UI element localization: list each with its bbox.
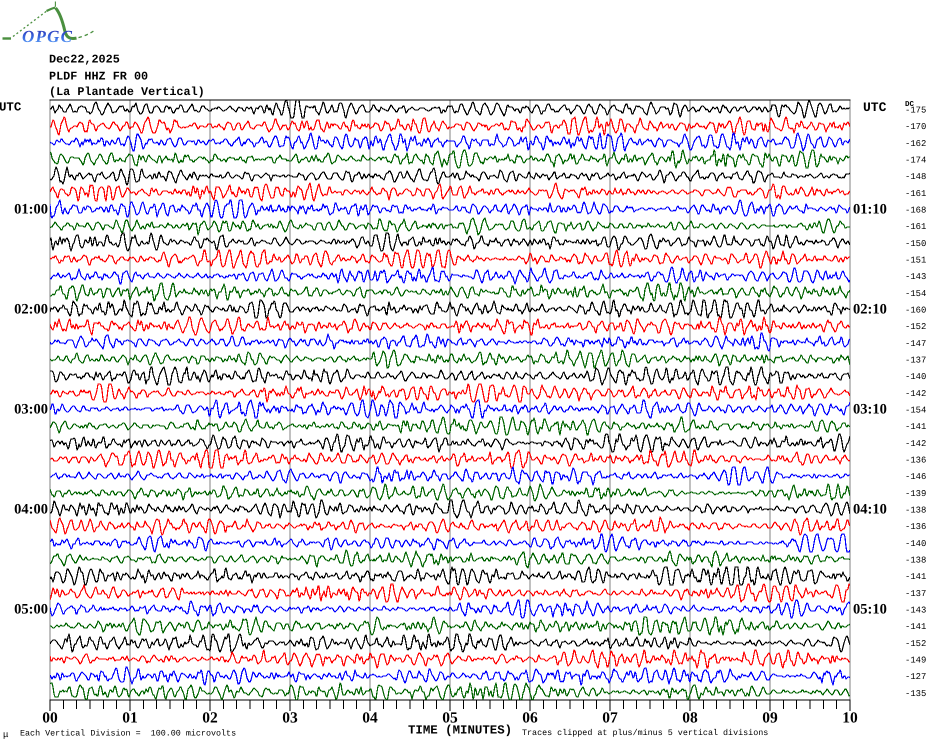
svg-text:UTC: UTC [863,100,887,115]
svg-text:01: 01 [122,710,138,727]
svg-text:-160: -160 [905,306,926,316]
svg-text:Dec22,2025: Dec22,2025 [49,53,120,67]
svg-text:-137: -137 [905,356,926,366]
svg-text:-162: -162 [905,139,926,149]
svg-text:-152: -152 [905,639,926,649]
svg-text:-150: -150 [905,239,926,249]
svg-text:-142: -142 [905,439,926,449]
svg-text:-135: -135 [905,689,926,699]
svg-text:-161: -161 [905,189,926,199]
svg-text:OPGC: OPGC [22,27,73,46]
svg-text:-141: -141 [905,622,926,632]
svg-text:(La Plantade Vertical): (La Plantade Vertical) [49,85,205,99]
svg-text:Traces clipped at plus/minus 5: Traces clipped at plus/minus 5 vertical … [522,728,768,738]
svg-text:PLDF HHZ FR 00: PLDF HHZ FR 00 [49,70,148,84]
svg-text:Each Vertical Division = 100.: Each Vertical Division = 100.00 microvol… [20,729,236,739]
svg-text:01:00: 01:00 [14,202,48,218]
svg-text:02:00: 02:00 [14,302,48,318]
svg-text:-161: -161 [905,222,926,232]
svg-text:-140: -140 [905,539,926,549]
svg-text:-170: -170 [905,122,926,132]
svg-text:03:10: 03:10 [853,402,887,418]
svg-text:06: 06 [522,710,538,727]
svg-text:-168: -168 [905,206,926,216]
svg-text:05:00: 05:00 [14,602,48,618]
svg-text:02:10: 02:10 [853,302,887,318]
svg-text:-138: -138 [905,556,926,566]
svg-text:04:10: 04:10 [853,502,887,518]
svg-text:-136: -136 [905,456,926,466]
svg-text:09: 09 [762,710,778,727]
svg-text:DC: DC [905,100,915,109]
svg-text:-175: -175 [905,106,926,116]
svg-text:05: 05 [442,710,458,727]
svg-text:02: 02 [202,710,218,727]
svg-text:04: 04 [362,710,378,727]
svg-text:-149: -149 [905,656,926,666]
svg-text:-154: -154 [905,406,926,416]
svg-text:08: 08 [682,710,698,727]
svg-text:-141: -141 [905,572,926,582]
svg-text:07: 07 [602,710,618,727]
svg-text:-139: -139 [905,489,926,499]
svg-text:-127: -127 [905,672,926,682]
svg-text:-136: -136 [905,522,926,532]
svg-text:05:10: 05:10 [853,602,887,618]
svg-text:-143: -143 [905,272,926,282]
svg-text:-152: -152 [905,322,926,332]
svg-text:-148: -148 [905,172,926,182]
svg-text:00: 00 [42,710,58,727]
svg-text:03:00: 03:00 [14,402,48,418]
svg-text:TIME (MINUTES): TIME (MINUTES) [408,724,512,738]
svg-text:10: 10 [842,710,858,727]
svg-text:-141: -141 [905,422,926,432]
svg-text:03: 03 [282,710,298,727]
svg-text:-151: -151 [905,256,926,266]
svg-text:-143: -143 [905,606,926,616]
svg-text:01:10: 01:10 [853,202,887,218]
svg-text:-147: -147 [905,339,926,349]
svg-text:-137: -137 [905,589,926,599]
svg-text:-138: -138 [905,506,926,516]
svg-text:04:00: 04:00 [14,502,48,518]
svg-text:μ: μ [3,730,9,740]
svg-text:-146: -146 [905,472,926,482]
svg-text:-142: -142 [905,389,926,399]
svg-text:-174: -174 [905,156,926,166]
svg-text:-140: -140 [905,372,926,382]
svg-text:UTC: UTC [0,101,22,115]
svg-text:-154: -154 [905,289,926,299]
